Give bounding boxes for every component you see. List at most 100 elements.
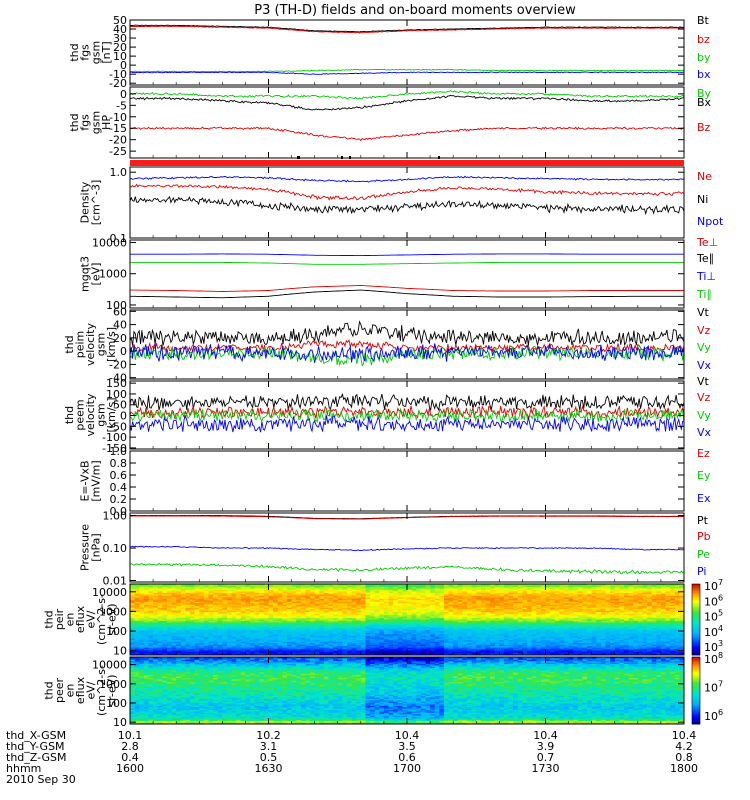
heatmap-cell [476,594,482,597]
heatmap-cell [430,592,435,595]
heatmap-cell [199,589,205,592]
heatmap-cell [226,588,232,591]
heatmap-cell [143,584,149,586]
heatmap-cell [476,584,482,586]
series-line-Te⊥ [130,285,684,292]
heatmap-cell [153,591,158,594]
heatmap-cell [296,597,302,600]
heatmap-cell [393,594,399,597]
heatmap-cell [222,585,228,588]
heatmap-cell [213,588,219,591]
heatmap-cell [471,589,477,592]
heatmap-cell [623,591,629,594]
heatmap-cell [282,597,288,600]
heatmap-cell [619,592,625,595]
heatmap-cell [425,584,431,586]
heatmap-cell [453,597,459,600]
heatmap-cell [637,588,643,591]
heatmap-cell [157,597,163,600]
panel-5: VtVzVyVx6040200-20-40thdpeimvelocitygsm[… [63,305,712,384]
heatmap-cell [162,597,168,600]
heatmap-cell [665,588,671,591]
heatmap-cell [356,588,362,591]
heatmap-cell [513,589,519,592]
heatmap-cell [619,586,625,589]
heatmap-cell [596,589,602,592]
heatmap-cell [522,595,528,598]
heatmap-cell [157,598,163,601]
heatmap-cell [365,586,371,589]
heatmap-cell [176,592,182,595]
heatmap-cell [333,588,339,591]
heatmap-cell [153,589,158,592]
heatmap-cell [194,591,200,594]
heatmap-cell [623,595,629,598]
heatmap-cell [231,585,237,588]
heatmap-cell [674,597,680,600]
heatmap-cell [550,589,556,592]
heatmap-cell [522,592,528,595]
heatmap-cell [245,584,251,586]
heatmap-cell [333,585,339,588]
heatmap-cell [670,586,676,589]
heatmap-cell [420,594,426,597]
heatmap-cell [166,598,172,601]
heatmap-cell [397,584,403,586]
heatmap-cell [245,591,251,594]
heatmap-cell [162,595,168,598]
heatmap-cell [273,586,279,589]
y-tick-label: -20 [109,358,127,371]
heatmap-cell [494,588,500,591]
heatmap-cell [656,588,662,591]
y-tick-label: -40 [109,372,127,385]
heatmap-cell [217,598,223,601]
heatmap-cell [614,591,620,594]
heatmap-cell [356,589,362,592]
heatmap-cell [130,584,135,586]
heatmap-cell [568,585,574,588]
heatmap-cell [587,585,592,588]
heatmap-cell [171,592,177,595]
heatmap-cell [416,597,422,600]
heatmap-cell [277,584,283,586]
heatmap-cell [628,594,634,597]
heatmap-cell [194,594,200,597]
heatmap-cell [199,594,205,597]
heatmap-cell [273,595,279,598]
heatmap-cell [130,586,135,589]
heatmap-cell [582,588,588,591]
heatmap-cell [494,591,500,594]
heatmap-cell [139,585,145,588]
heatmap-cell [605,597,611,600]
heatmap-cell [637,594,643,597]
heatmap-cell [559,595,565,598]
y-axis-label-line: fgs [79,114,92,131]
heatmap-cell [430,595,435,598]
heatmap-cell [199,585,205,588]
heatmap-cell [314,597,320,600]
heatmap-cell [148,598,154,601]
heatmap-cell [623,589,629,592]
heatmap-cell [637,592,643,595]
heatmap-cell [642,588,648,591]
heatmap-cell [545,594,551,597]
heatmap-cell [596,592,602,595]
heatmap-cell [513,595,519,598]
y-tick-label: -10 [109,111,127,124]
heatmap-cell [550,584,556,586]
heatmap-cell [457,595,463,598]
heatmap-cell [203,585,209,588]
heatmap-cell [328,584,334,586]
heatmap-cell [651,588,657,591]
series-line-Vx [129,414,685,433]
heatmap-cell [194,588,200,591]
heatmap-cell [180,591,186,594]
heatmap-cell [536,594,542,597]
heatmap-cell [605,588,611,591]
heatmap-cell [485,592,491,595]
heatmap-cell [522,586,528,589]
heatmap-cell [328,588,334,591]
heatmap-cell [540,591,546,594]
heatmap-cell [208,585,214,588]
heatmap-cell [342,586,348,589]
